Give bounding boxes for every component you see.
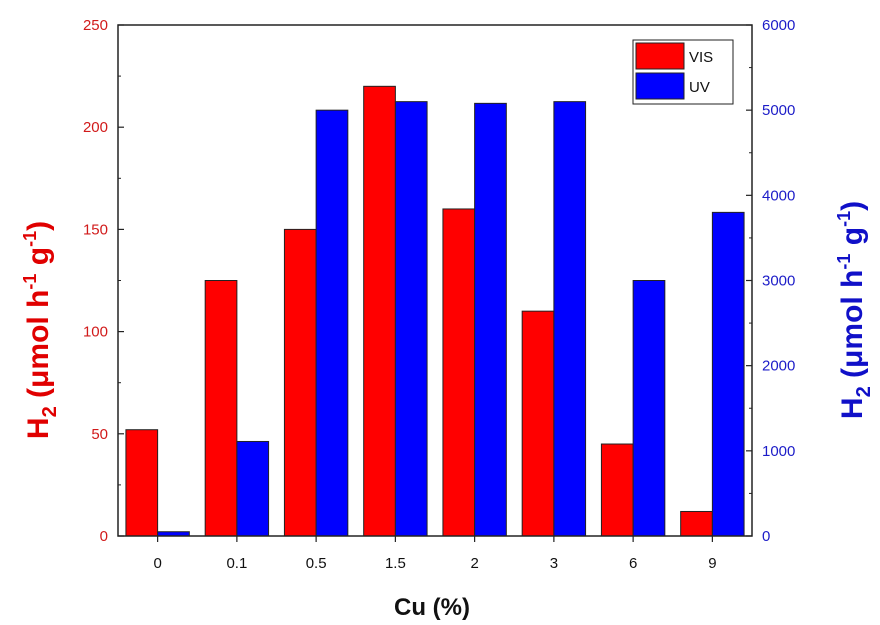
legend: VIS UV bbox=[632, 39, 734, 105]
x-tick-label: 0 bbox=[153, 555, 161, 572]
bar-vis-0.1 bbox=[204, 280, 238, 537]
legend-swatch-uv bbox=[635, 72, 685, 100]
y-left-tick-label: 0 bbox=[100, 528, 108, 545]
y-left-tick-label: 250 bbox=[83, 17, 108, 34]
bar-vis-2 bbox=[442, 208, 476, 537]
bar-uv-0.1 bbox=[236, 440, 270, 537]
x-tick-label: 3 bbox=[550, 555, 558, 572]
x-tick-label: 0.1 bbox=[226, 555, 247, 572]
bar-uv-6 bbox=[632, 280, 666, 537]
bar-uv-2 bbox=[474, 102, 507, 537]
bar-uv-1.5 bbox=[394, 101, 428, 537]
bar-uv-3 bbox=[553, 101, 587, 537]
y-left-tick-label: 200 bbox=[83, 119, 108, 136]
bars-layer bbox=[125, 85, 745, 537]
y-axis-title-left: H2 (μmol h-1 g-1) bbox=[20, 221, 61, 439]
bar-vis-9 bbox=[680, 510, 713, 537]
x-tick-label: 0.5 bbox=[306, 555, 327, 572]
y-left-tick-label: 150 bbox=[83, 221, 108, 238]
y-left-tick-label: 100 bbox=[83, 324, 108, 341]
bar-vis-0.5 bbox=[283, 228, 317, 537]
bar-uv-0.5 bbox=[315, 109, 349, 537]
x-tick-label: 9 bbox=[708, 555, 716, 572]
bar-uv-9 bbox=[711, 211, 745, 537]
y-right-tick-label: 2000 bbox=[762, 358, 795, 375]
y-right-tick-label: 5000 bbox=[762, 102, 795, 119]
bar-vis-1.5 bbox=[363, 85, 396, 537]
y-right-tick-label: 1000 bbox=[762, 443, 795, 460]
y-left-tick-label: 50 bbox=[91, 426, 108, 443]
x-tick-label: 1.5 bbox=[385, 555, 406, 572]
y-axis-title-right: H2 (μmol h-1 g-1) bbox=[834, 201, 875, 419]
x-tick-label: 2 bbox=[470, 555, 478, 572]
y-right-tick-label: 4000 bbox=[762, 187, 795, 204]
legend-swatch-vis bbox=[635, 42, 685, 70]
y-right-tick-label: 0 bbox=[762, 528, 770, 545]
bar-vis-6 bbox=[600, 443, 634, 537]
bar-vis-0 bbox=[125, 429, 159, 537]
y-right-tick-label: 3000 bbox=[762, 273, 795, 290]
y-right-tick-label: 6000 bbox=[762, 17, 795, 34]
bar-vis-3 bbox=[521, 310, 555, 537]
legend-label-vis: VIS bbox=[689, 49, 713, 66]
legend-label-uv: UV bbox=[689, 79, 710, 96]
ticks-layer: 0 50 100 150 200 250 0 1000 2000 3000 4000 5000 6000… bbox=[83, 17, 795, 572]
x-tick-label: 6 bbox=[629, 555, 637, 572]
x-axis-title: Cu (%) bbox=[394, 594, 470, 621]
